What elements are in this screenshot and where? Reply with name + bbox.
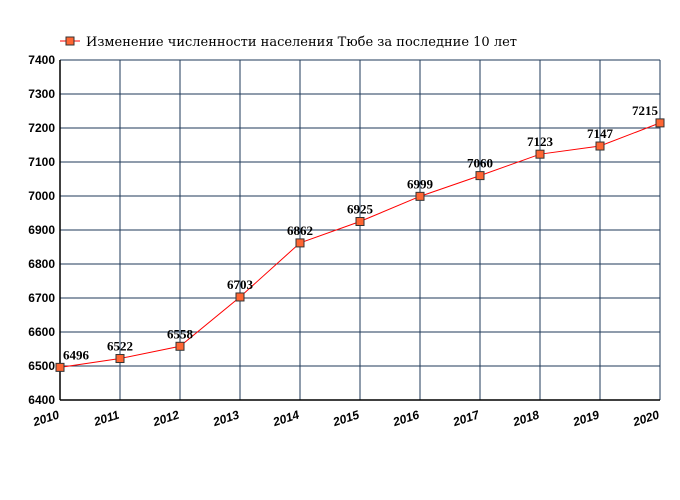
x-tick-label: 2010 — [30, 407, 61, 429]
data-point — [55, 362, 65, 372]
data-points — [55, 118, 665, 372]
data-label: 6862 — [287, 223, 313, 238]
y-tick-label: 7400 — [28, 53, 55, 67]
x-tick-label: 2014 — [270, 407, 301, 429]
data-point — [355, 217, 365, 226]
data-label: 7147 — [587, 126, 614, 141]
data-label: 6999 — [407, 176, 434, 191]
data-point — [295, 238, 305, 248]
data-point — [415, 191, 425, 201]
x-tick-label: 2019 — [570, 407, 601, 429]
data-point — [175, 341, 185, 351]
data-point — [535, 149, 545, 159]
legend-label: Изменение численности населения Тюбе за … — [86, 35, 517, 50]
y-tick-label: 7200 — [28, 121, 55, 135]
legend-marker — [65, 36, 75, 46]
x-tick-label: 2011 — [91, 407, 121, 429]
y-tick-label: 6600 — [28, 325, 55, 339]
y-axis-ticks: 6400 6500 6600 6700 6800 6900 7000 7100 7200 7300… — [28, 53, 55, 407]
data-point — [115, 354, 125, 364]
data-point — [235, 292, 245, 302]
data-label: 6925 — [347, 202, 374, 217]
x-tick-label: 2017 — [450, 407, 482, 429]
x-axis-ticks: 2010 2011 2012 2013 2014 2015 2016 2017 2018 2019… — [30, 407, 661, 429]
data-label: 6522 — [107, 339, 133, 354]
legend: Изменение численности населения Тюбе за … — [60, 35, 517, 50]
y-tick-label: 7000 — [28, 189, 55, 203]
x-tick-label: 2012 — [150, 407, 181, 429]
x-tick-label: 2015 — [330, 407, 361, 429]
y-tick-label: 7300 — [28, 87, 55, 101]
grid — [59, 59, 661, 401]
data-label: 6496 — [63, 347, 90, 362]
data-labels: 6496 6522 6558 6703 6862 6925 6999 7060 7123 7147… — [63, 103, 659, 362]
y-tick-label: 6700 — [28, 291, 55, 305]
data-label: 7123 — [527, 134, 554, 149]
data-point — [595, 141, 605, 151]
data-label: 6558 — [167, 326, 194, 341]
x-tick-label: 2020 — [630, 407, 661, 429]
y-tick-label: 6400 — [28, 393, 55, 407]
y-tick-label: 6900 — [28, 223, 55, 237]
data-point — [655, 118, 665, 128]
y-tick-label: 6500 — [28, 359, 55, 373]
x-tick-label: 2013 — [210, 407, 241, 429]
y-tick-label: 6800 — [28, 257, 55, 271]
data-label: 7215 — [632, 103, 659, 118]
y-tick-label: 7100 — [28, 155, 55, 169]
x-tick-label: 2016 — [390, 407, 421, 429]
data-label: 7060 — [467, 156, 493, 171]
x-tick-label: 2018 — [510, 407, 541, 429]
data-point — [475, 171, 485, 181]
data-label: 6703 — [227, 277, 254, 292]
